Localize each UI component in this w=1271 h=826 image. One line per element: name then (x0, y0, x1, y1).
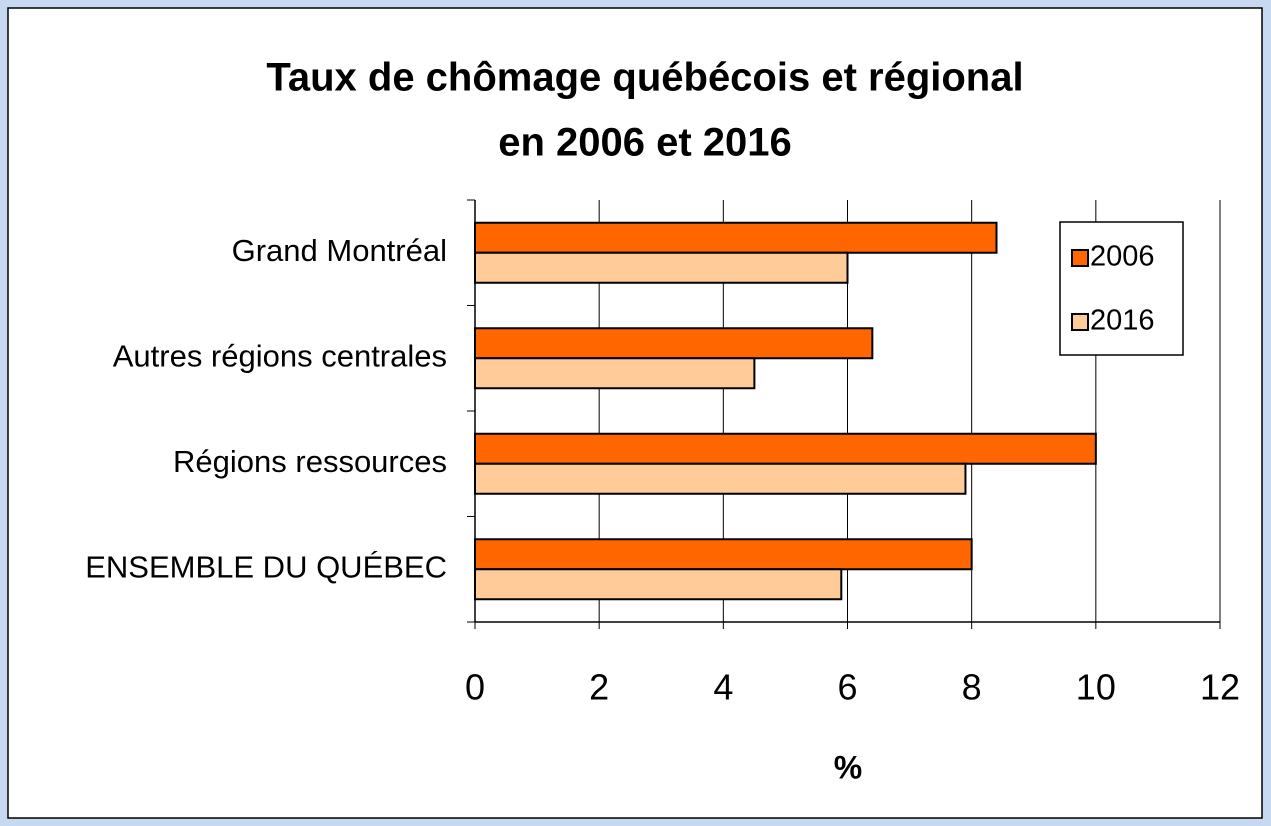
bar (474, 327, 874, 360)
x-tick-label: 6 (837, 667, 857, 708)
x-axis-label: % (834, 749, 862, 785)
legend-swatch (1071, 249, 1089, 267)
y-tick-label: Régions ressources (173, 444, 447, 479)
x-tick-label: 4 (713, 667, 733, 708)
chart-title: en 2006 et 2016 (498, 121, 792, 165)
legend-box (1059, 221, 1184, 356)
y-tick-label: Autres régions centrales (113, 338, 447, 373)
chart-title: Taux de chômage québécois et régional (266, 56, 1023, 100)
y-tick-label: Grand Montréal (232, 233, 447, 268)
x-tick-label: 8 (962, 667, 982, 708)
x-tick-label: 2 (589, 667, 609, 708)
x-tick-label: 0 (465, 667, 485, 708)
chart-frame (7, 7, 1263, 819)
bar (474, 462, 967, 495)
legend-swatch (1071, 313, 1089, 331)
bar (474, 251, 849, 284)
bar (474, 357, 756, 390)
x-tick-label: 12 (1200, 667, 1240, 708)
bar (474, 538, 973, 571)
bar (474, 568, 843, 601)
bar (474, 221, 998, 254)
y-tick-label: ENSEMBLE DU QUÉBEC (85, 549, 447, 584)
legend-label: 2016 (1090, 305, 1155, 337)
x-tick-label: 10 (1076, 667, 1116, 708)
legend-label: 2006 (1090, 241, 1155, 273)
bar (474, 432, 1097, 465)
